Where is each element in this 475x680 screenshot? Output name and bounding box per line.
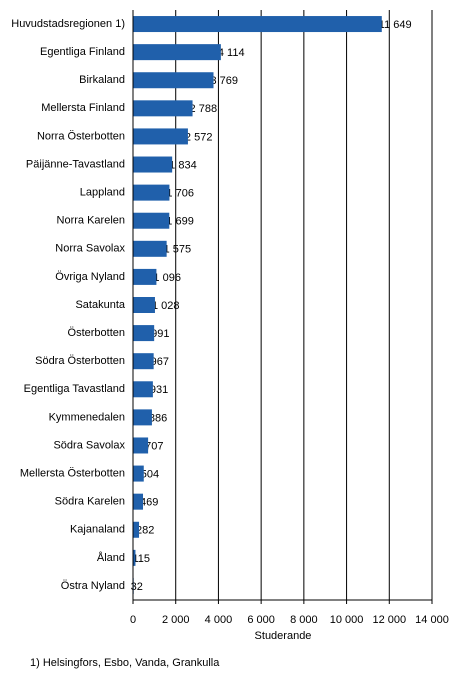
bar bbox=[133, 381, 153, 398]
y-tick-label: Kajanaland bbox=[70, 524, 125, 536]
bar bbox=[133, 297, 155, 313]
bar bbox=[133, 72, 214, 89]
bar bbox=[133, 156, 173, 173]
y-tick-label: Östra Nyland bbox=[61, 580, 125, 592]
bar bbox=[133, 212, 170, 229]
bar bbox=[133, 465, 144, 482]
y-tick-label: Lappland bbox=[80, 187, 125, 199]
value-label: 967 bbox=[151, 356, 169, 368]
value-label: 1 575 bbox=[164, 244, 192, 256]
y-tick-label: Södra Österbotten bbox=[35, 355, 125, 367]
bar bbox=[133, 409, 152, 426]
y-tick-label: Päijänne-Tavastland bbox=[26, 158, 125, 170]
value-label: 282 bbox=[136, 525, 154, 537]
y-tick-label: Birkaland bbox=[79, 74, 125, 86]
bar bbox=[133, 184, 170, 201]
x-tick-label: 4 000 bbox=[205, 614, 233, 626]
x-tick-label: 2 000 bbox=[162, 614, 190, 626]
y-tick-label: Norra Savolax bbox=[55, 243, 125, 255]
x-tick-label: 14 000 bbox=[415, 614, 449, 626]
y-tick-label: Mellersta Österbotten bbox=[20, 467, 125, 479]
bar bbox=[133, 268, 157, 285]
x-tick-label: 12 000 bbox=[372, 614, 406, 626]
value-label: 1 699 bbox=[166, 216, 194, 228]
value-label: 1 834 bbox=[169, 159, 197, 171]
y-tick-label: Södra Karelen bbox=[55, 496, 125, 508]
y-tick-label: Övriga Nyland bbox=[55, 271, 125, 283]
value-label: 991 bbox=[151, 328, 169, 340]
value-label: 707 bbox=[145, 440, 163, 452]
value-label: 1 096 bbox=[153, 272, 181, 284]
value-label: 1 028 bbox=[152, 300, 180, 312]
value-label: 11 649 bbox=[379, 19, 412, 31]
value-label: 504 bbox=[141, 468, 159, 480]
value-label: 2 572 bbox=[185, 131, 213, 143]
footnote: 1) Helsingfors, Esbo, Vanda, Grankulla bbox=[30, 657, 220, 669]
x-tick-label: 10 000 bbox=[330, 614, 364, 626]
value-label: 2 788 bbox=[190, 103, 218, 115]
bar bbox=[133, 128, 188, 145]
value-label: 32 bbox=[131, 581, 143, 593]
y-tick-label: Österbotten bbox=[68, 327, 125, 339]
y-tick-label: Satakunta bbox=[75, 299, 125, 311]
value-label: 931 bbox=[150, 384, 168, 396]
y-tick-label: Kymmenedalen bbox=[49, 411, 125, 423]
x-tick-label: 0 bbox=[130, 614, 136, 626]
y-tick-label: Södra Savolax bbox=[53, 439, 125, 451]
y-tick-label: Huvudstadsregionen 1) bbox=[11, 18, 125, 30]
y-tick-label: Norra Österbotten bbox=[37, 130, 125, 142]
value-label: 1 706 bbox=[166, 188, 194, 200]
value-label: 115 bbox=[132, 553, 150, 565]
y-tick-label: Norra Karelen bbox=[57, 215, 125, 227]
bar bbox=[133, 437, 149, 454]
bar bbox=[133, 549, 136, 566]
y-tick-label: Egentliga Tavastland bbox=[24, 383, 125, 395]
bar bbox=[133, 493, 144, 510]
bar bbox=[133, 44, 221, 61]
value-label: 4 114 bbox=[218, 47, 245, 59]
bar bbox=[133, 240, 167, 257]
bar bbox=[133, 100, 193, 117]
bar bbox=[133, 16, 382, 33]
value-label: 3 769 bbox=[210, 75, 238, 87]
value-label: 886 bbox=[149, 412, 167, 424]
bar bbox=[133, 325, 155, 342]
x-tick-label: 6 000 bbox=[247, 614, 275, 626]
x-axis-label: Studerande bbox=[255, 630, 312, 642]
x-tick-label: 8 000 bbox=[290, 614, 318, 626]
y-tick-label: Egentliga Finland bbox=[40, 46, 125, 58]
y-tick-label: Åland bbox=[97, 551, 125, 564]
value-label: 469 bbox=[140, 497, 158, 509]
y-tick-label: Mellersta Finland bbox=[41, 102, 125, 114]
bar bbox=[133, 521, 140, 538]
bar bbox=[133, 353, 154, 370]
